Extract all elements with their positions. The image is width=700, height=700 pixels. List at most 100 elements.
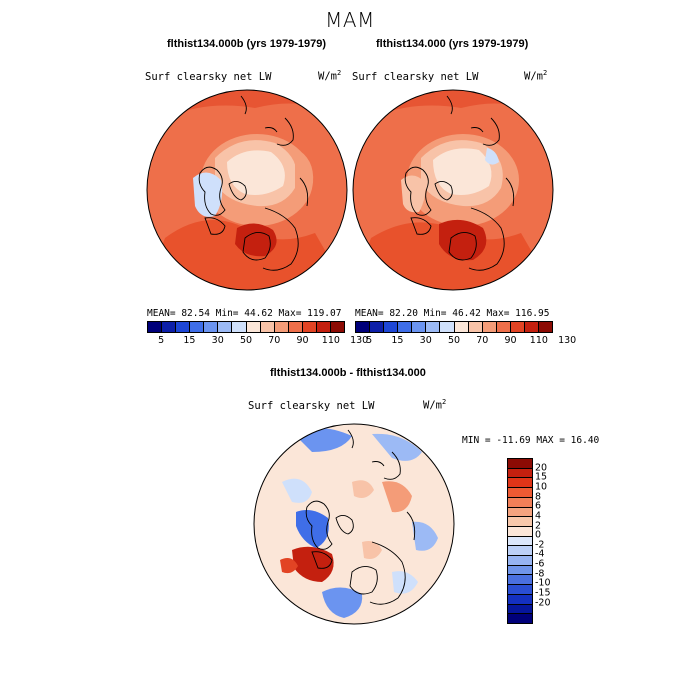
colorbar-tick-label: -20 [535,597,551,609]
colorbar-tick-label: 5 [158,335,165,346]
colorbar-swatch [316,322,332,332]
colorbar-tick-label: 15 [391,335,404,346]
colorbar-swatch [510,322,525,332]
colorbar-swatch [539,322,553,332]
colorbar-swatch [190,322,205,332]
colorbar-swatch [508,507,532,518]
panel-2-colorbar: 5 15 30 50 70 90 110 130 [355,321,576,346]
panel-3-units: W/m2 [423,398,447,412]
colorbar-swatch [508,517,532,527]
panel-1-ice-core [227,150,285,195]
colorbar-tick-label: 50 [447,335,461,346]
panel-3-blue-strong [296,510,329,548]
panel-3-colorbar [507,458,533,624]
colorbar-swatch [260,322,275,332]
colorbar-tick-label: -4 [535,548,545,560]
colorbar-tick-label: 70 [476,335,489,346]
panel-2-stats: MEAN= 82.20 Min= 46.42 Max= 116.95 [355,308,550,319]
colorbar-swatch [356,322,371,332]
colorbar-tick-label: -6 [535,558,545,570]
colorbar-tick-label: -8 [535,568,545,580]
colorbar-tick-label: -2 [535,539,545,551]
colorbar-swatch [508,546,532,557]
colorbar-swatch [412,322,427,332]
panel-3-title: flthist134.000b - flthist134.000 [270,367,426,379]
panel-1-colorbar: 5 15 30 50 70 90 110 130 [147,321,368,346]
colorbar-tick-label: 20 [535,462,548,474]
panel-3-coastlines [305,429,416,605]
colorbar-tick-label: 4 [535,510,542,522]
colorbar-tick-label: 30 [211,335,224,346]
colorbar-tick-label: 90 [504,335,517,346]
colorbar-swatch [148,322,163,332]
colorbar-swatch [384,322,399,332]
panel-2-cold-patch [401,175,426,213]
colorbar-swatch [508,459,532,469]
colorbar-swatch [176,322,191,332]
panel-3-peach-south [362,541,382,559]
panel-3-map-border [253,423,455,625]
panel-3-blue-south [322,587,363,618]
colorbar-swatch [204,322,219,332]
colorbar-swatch [508,556,532,566]
panel-3-polar-map [253,423,455,625]
colorbar-tick-label: 90 [296,335,309,346]
colorbar-tick-label: 5 [366,335,373,346]
colorbar-swatch [218,322,233,332]
colorbar-tick-label: 6 [535,500,542,512]
colorbar-tick-label: 10 [535,481,548,493]
panel-3-red-strong [292,546,334,582]
colorbar-tick-label: 110 [321,335,340,346]
panel-1-land-patch [295,148,314,192]
colorbar-swatch [482,322,497,332]
panel-2-map-border [352,89,554,291]
colorbar-swatch [508,585,532,595]
panel-3-peach-center [352,480,374,498]
panel-1-hot-patch [235,223,277,257]
panel-1-units: W/m2 [318,69,342,83]
colorbar-swatch [370,322,385,332]
panel-3-blue-west [282,478,312,503]
panel-1-polar-map [146,89,348,291]
colorbar-tick-label: 15 [535,471,548,483]
panel-3-blue-ne [372,433,422,461]
colorbar-swatch [508,497,532,508]
colorbar-tick-label: 2 [535,520,542,532]
colorbar-swatch [508,594,532,605]
panel-3-red-east [382,481,412,513]
colorbar-swatch [440,322,455,332]
colorbar-tick-label: -15 [535,587,551,599]
panel-3-stats: MIN = -11.69 MAX = 16.40 [462,435,600,446]
colorbar-swatch [508,536,532,547]
panel-1-map-border [146,89,348,291]
panel-1-title: flthist134.000b (yrs 1979-1979) [167,38,326,50]
colorbar-swatch [508,488,532,498]
colorbar-swatch [288,322,303,332]
colorbar-tick-label: 70 [268,335,281,346]
colorbar-swatch [246,322,261,332]
panel-1-field-label: Surf clearsky net LW [145,71,272,83]
colorbar-swatch [274,322,289,332]
colorbar-swatch [454,322,469,332]
figure-title: MAM [325,8,375,32]
colorbar-swatch [508,604,532,615]
colorbar-tick-label: 15 [183,335,196,346]
panel-1-stats: MEAN= 82.54 Min= 44.62 Max= 119.07 [147,308,342,319]
colorbar-tick-label: 50 [239,335,253,346]
colorbar-swatch [508,565,532,576]
colorbar-swatch [398,322,413,332]
panel-3-blue-east [412,521,438,551]
colorbar-swatch [496,322,511,332]
colorbar-swatch [508,468,532,479]
colorbar-tick-label: 130 [350,335,369,346]
panel-1-coastlines [198,95,309,271]
colorbar-tick-label: 130 [558,335,577,346]
panel-3-red-edge [280,558,298,574]
colorbar-swatch [331,322,345,332]
colorbar-tick-label: 30 [419,335,432,346]
colorbar-tick-label: 0 [535,529,542,541]
panel-3-field-label: Surf clearsky net LW [248,400,375,412]
colorbar-swatch [508,575,532,586]
panel-2-polar-map [352,89,554,291]
panel-3-colorbar-ticks: 20 15 10 8 6 4 2 0 -2 -4 -6 -8 -10 -15 -20 [535,458,700,622]
